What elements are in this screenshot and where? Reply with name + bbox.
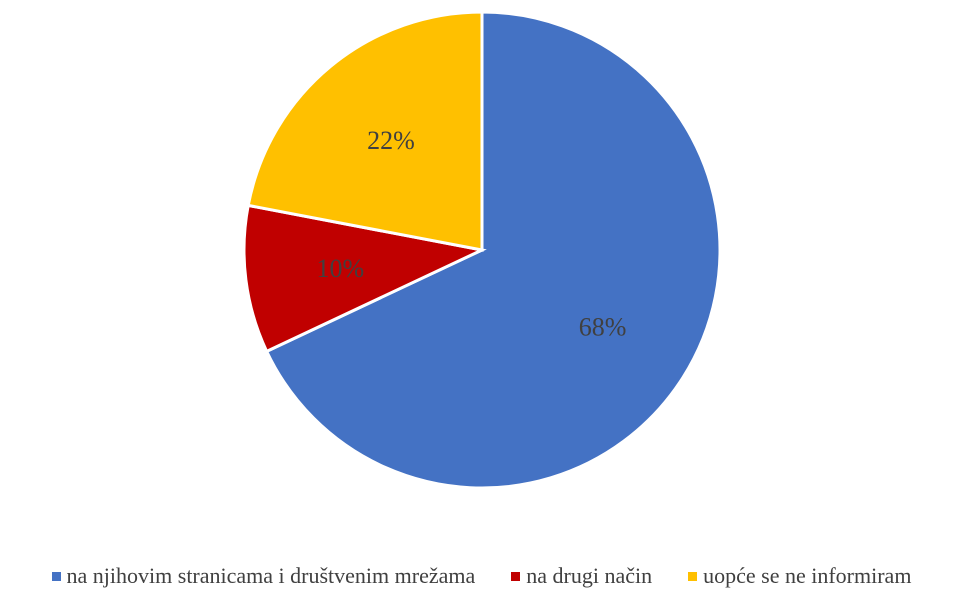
legend-item-other-way: na drugi način xyxy=(511,563,652,589)
legend: na njihovim stranicama i društvenim mrež… xyxy=(0,563,963,589)
legend-item-not-informed: uopće se ne informiram xyxy=(688,563,911,589)
legend-label: uopće se ne informiram xyxy=(703,563,912,588)
pie-data-labels: 68% 10% 22% xyxy=(316,126,626,342)
slice-other-way xyxy=(242,203,487,354)
legend-swatch xyxy=(51,571,61,581)
legend-item-social-media: na njihovim stranicama i društvenim mrež… xyxy=(51,563,476,589)
slice-social-media xyxy=(264,10,722,490)
label-not-informed: 22% xyxy=(367,126,415,155)
legend-swatch xyxy=(688,571,698,581)
label-social-media: 68% xyxy=(579,313,627,342)
legend-label: na drugi način xyxy=(526,563,653,588)
legend-swatch xyxy=(511,571,521,581)
pie-slices xyxy=(242,10,722,490)
slice-not-informed xyxy=(246,10,484,252)
label-other-way: 10% xyxy=(316,254,364,283)
legend-label: na njihovim stranicama i društvenim mrež… xyxy=(66,563,476,588)
